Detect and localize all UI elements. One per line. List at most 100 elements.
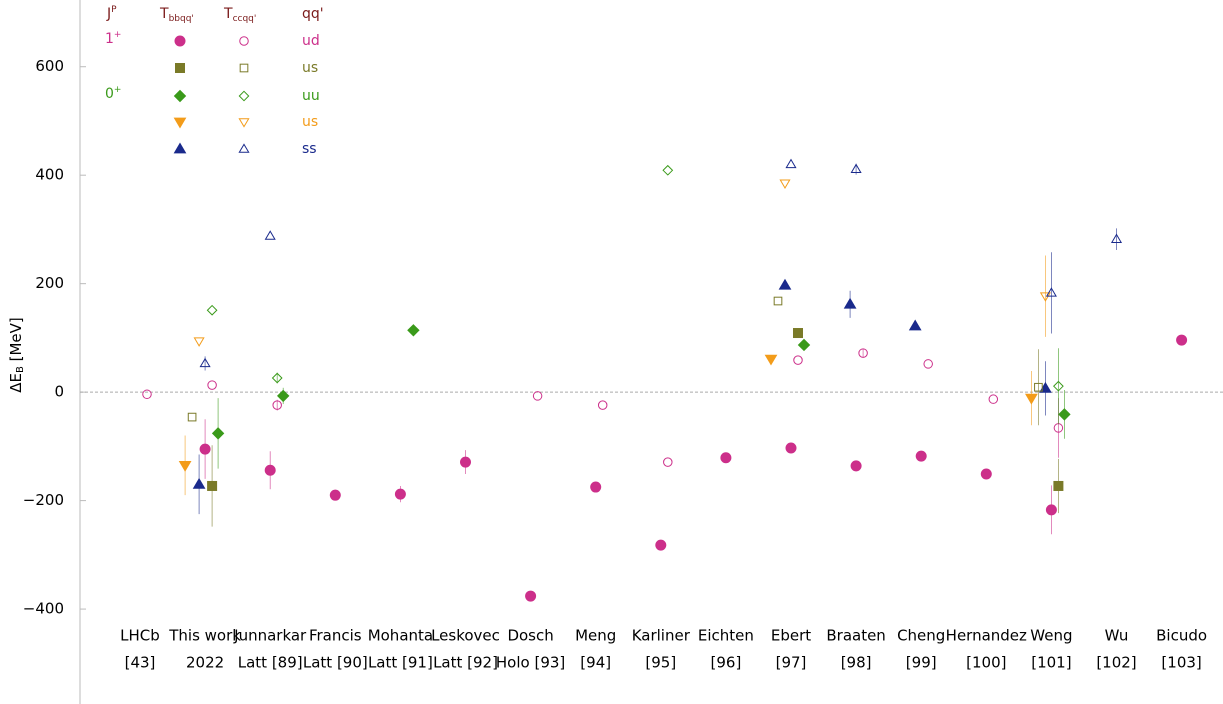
point bbox=[199, 357, 211, 368]
point bbox=[1058, 408, 1071, 421]
x-tick-sublabel: [94] bbox=[580, 654, 611, 672]
point bbox=[843, 297, 857, 309]
x-tick-label: Dosch bbox=[507, 627, 553, 645]
legend-jp-sup: + bbox=[114, 30, 122, 40]
x-tick-sublabel: [100] bbox=[966, 654, 1006, 672]
point bbox=[980, 468, 992, 480]
point bbox=[142, 389, 152, 400]
x-tick-label: LHCb bbox=[120, 627, 160, 645]
point bbox=[720, 452, 732, 464]
point bbox=[1034, 382, 1043, 392]
point bbox=[662, 164, 674, 176]
point bbox=[329, 489, 341, 501]
legend-marker bbox=[239, 36, 249, 46]
y-tick-label: 200 bbox=[35, 274, 64, 292]
legend-marker bbox=[238, 118, 250, 128]
point bbox=[276, 389, 290, 403]
point bbox=[785, 442, 797, 454]
point bbox=[764, 354, 778, 366]
legend-marker bbox=[173, 89, 187, 103]
series bbox=[187, 296, 1043, 426]
legend-label: us bbox=[302, 114, 318, 130]
legend-marker bbox=[238, 143, 250, 153]
legend-jp-base: 0 bbox=[105, 86, 114, 102]
legend-jp-base: 1 bbox=[105, 31, 114, 47]
y-tick-label: −200 bbox=[23, 491, 64, 509]
point bbox=[797, 338, 811, 352]
x-tick-sublabel: [103] bbox=[1161, 654, 1201, 672]
point bbox=[460, 456, 471, 468]
series bbox=[211, 324, 1071, 469]
x-tick-sublabel: [98] bbox=[841, 654, 872, 672]
point bbox=[858, 348, 868, 358]
legend-marker bbox=[238, 90, 250, 102]
point bbox=[394, 488, 406, 500]
y-tick-label: 400 bbox=[35, 166, 64, 184]
x-tick-sublabel: [99] bbox=[906, 654, 937, 672]
series bbox=[199, 334, 1188, 602]
x-tick-label: Wu bbox=[1105, 627, 1129, 645]
x-tick-label: Mohanta bbox=[368, 627, 433, 645]
point bbox=[264, 464, 276, 476]
point bbox=[206, 304, 218, 316]
x-tick-sublabel: [95] bbox=[645, 654, 676, 672]
point bbox=[779, 179, 791, 189]
legend-header: Tccqq' bbox=[223, 6, 256, 24]
series bbox=[206, 164, 1064, 425]
point bbox=[187, 412, 197, 422]
x-tick-label: Cheng bbox=[897, 627, 945, 645]
point bbox=[193, 337, 205, 347]
x-tick-label: Meng bbox=[575, 627, 616, 645]
point bbox=[1176, 334, 1188, 346]
point bbox=[663, 457, 673, 467]
x-tick-sublabel: Latt [90] bbox=[303, 654, 368, 672]
legend-label: uu bbox=[302, 88, 320, 104]
point bbox=[850, 163, 862, 173]
legend-marker bbox=[173, 142, 187, 154]
y-tick-label: −400 bbox=[23, 600, 64, 618]
point bbox=[1025, 393, 1038, 405]
legend-jp: 0+ bbox=[105, 85, 121, 103]
x-tick-label: Francis bbox=[309, 627, 362, 645]
legend-jp: 1+ bbox=[105, 30, 121, 48]
series bbox=[142, 348, 1064, 467]
legend-header: Tbbqq' bbox=[159, 6, 194, 24]
point bbox=[655, 539, 667, 551]
legend-marker bbox=[239, 63, 249, 73]
series bbox=[178, 354, 1038, 496]
point bbox=[773, 296, 783, 306]
point bbox=[778, 278, 792, 290]
x-tick-sublabel: [96] bbox=[711, 654, 742, 672]
point bbox=[525, 590, 537, 602]
legend-label: ss bbox=[302, 141, 317, 157]
point bbox=[1045, 504, 1057, 516]
x-tick-label: Ebert bbox=[771, 627, 811, 645]
point bbox=[264, 230, 276, 240]
point bbox=[1039, 292, 1051, 302]
x-tick-label: Hernandez bbox=[946, 627, 1027, 645]
y-axis-label: ΔEB [MeV] bbox=[7, 317, 27, 393]
point bbox=[785, 158, 797, 169]
series bbox=[193, 179, 1051, 347]
x-tick-label: Leskovec bbox=[431, 627, 500, 645]
legend-header: JP bbox=[106, 5, 117, 23]
x-tick-sublabel: Latt [92] bbox=[433, 654, 498, 672]
point bbox=[272, 400, 282, 410]
x-tick-sublabel: [97] bbox=[776, 654, 807, 672]
legend-marker bbox=[173, 117, 187, 129]
point bbox=[178, 461, 192, 472]
legend-header: qq' bbox=[302, 6, 324, 22]
y-tick-label: 0 bbox=[54, 383, 64, 401]
point bbox=[1110, 233, 1123, 243]
x-tick-sublabel: 2022 bbox=[186, 654, 224, 672]
series bbox=[192, 278, 1052, 515]
point bbox=[1053, 380, 1064, 392]
x-tick-sublabel: [101] bbox=[1031, 654, 1071, 672]
point bbox=[597, 400, 608, 410]
point bbox=[207, 380, 217, 390]
point bbox=[211, 427, 225, 440]
point bbox=[908, 319, 922, 331]
point bbox=[407, 324, 420, 337]
point bbox=[207, 480, 218, 491]
